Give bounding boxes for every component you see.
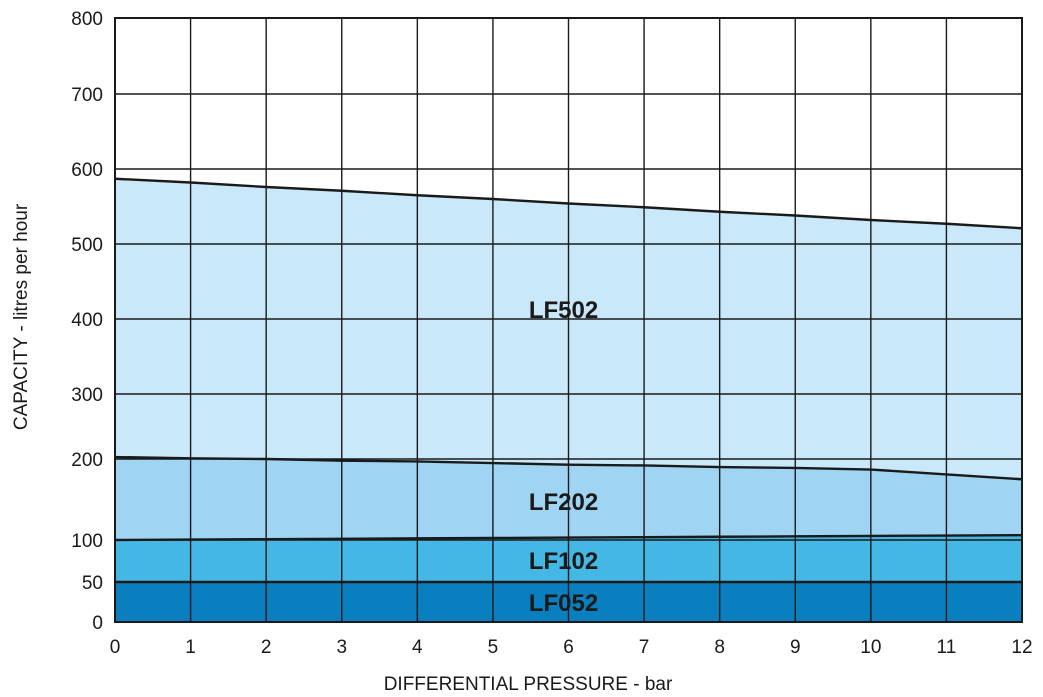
series-label-lf102: LF102 xyxy=(529,548,598,575)
curve-lf102 xyxy=(114,533,1023,542)
x-tick-label-11: 11 xyxy=(937,637,957,658)
x-tick-label-9: 9 xyxy=(790,637,801,658)
y-tick-label-700: 700 xyxy=(71,85,103,106)
y-tick-label-200: 200 xyxy=(71,450,103,471)
y-tick-label-600: 600 xyxy=(71,160,103,181)
tick-labels: 0 1 2 3 4 5 6 7 8 9 10 11 12050100200300400500600700… xyxy=(71,9,1032,658)
x-tick-label-2: 2 xyxy=(261,637,272,658)
x-axis-title: DIFFERENTIAL PRESSURE - bar xyxy=(384,674,673,695)
y-tick-label-0: 0 xyxy=(92,613,103,634)
y-tick-label-800: 800 xyxy=(71,9,103,30)
x-tick-label-0: 0 xyxy=(110,637,121,658)
series-labels: LF052 LF102 LF202 LF502 xyxy=(529,297,598,617)
x-tick-label-7: 7 xyxy=(639,637,650,658)
curve-lf502 xyxy=(114,177,1023,230)
y-axis-title: CAPACITY - litres per hour xyxy=(11,203,32,430)
y-tick-label-500: 500 xyxy=(71,235,103,256)
x-tick-label-5: 5 xyxy=(488,637,499,658)
y-tick-label-100: 100 xyxy=(71,531,103,552)
x-tick-label-1: 1 xyxy=(185,637,196,658)
capacity-curves xyxy=(114,177,1023,584)
series-label-lf052: LF052 xyxy=(529,590,598,617)
x-tick-label-6: 6 xyxy=(563,637,574,658)
x-tick-label-10: 10 xyxy=(860,637,881,658)
x-tick-label-8: 8 xyxy=(714,637,725,658)
y-tick-label-50: 50 xyxy=(82,573,103,594)
curve-lf202 xyxy=(114,455,1023,481)
y-tick-label-300: 300 xyxy=(71,385,103,406)
x-tick-label-3: 3 xyxy=(336,637,347,658)
series-label-lf202: LF202 xyxy=(529,489,598,516)
plot-frame xyxy=(114,17,1023,623)
x-tick-label-4: 4 xyxy=(412,637,423,658)
y-tick-label-400: 400 xyxy=(71,310,103,331)
x-tick-label-12: 12 xyxy=(1011,637,1032,658)
series-label-lf502: LF502 xyxy=(529,297,598,324)
